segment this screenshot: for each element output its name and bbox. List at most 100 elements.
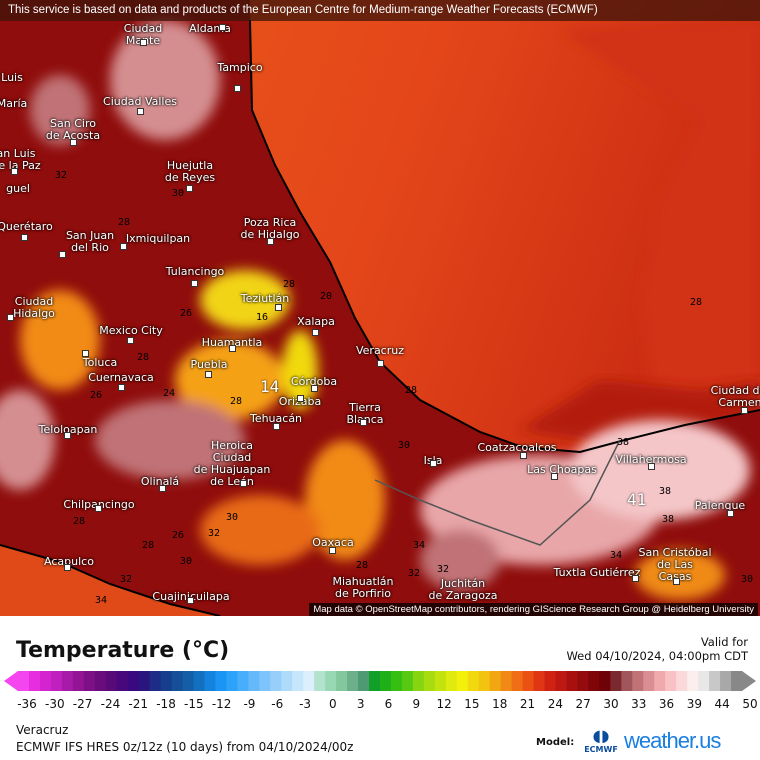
scale-swatch bbox=[698, 671, 710, 691]
scale-tick-label: -3 bbox=[299, 697, 312, 711]
city-marker-icon bbox=[205, 371, 212, 378]
city-marker-icon bbox=[186, 185, 193, 192]
scale-swatch bbox=[226, 671, 238, 691]
isoline-label: 16 bbox=[256, 312, 269, 323]
city-label: Chilpancingo bbox=[63, 499, 134, 511]
city-marker-icon bbox=[118, 384, 125, 391]
city-marker-icon bbox=[551, 473, 558, 480]
city-label: Tuxtla Gutiérrez bbox=[553, 566, 641, 579]
scale-tick-label: 33 bbox=[631, 697, 647, 711]
scale-swatch bbox=[204, 671, 216, 691]
weather-us-logo[interactable]: weather.us bbox=[624, 728, 721, 753]
city-marker-icon bbox=[430, 460, 437, 467]
scale-swatch bbox=[61, 671, 74, 691]
isoline-label: 38 bbox=[617, 437, 630, 448]
city-label: Juchitán de Zaragoza bbox=[428, 577, 498, 602]
scale-tick-label: -12 bbox=[211, 697, 232, 711]
scale-swatch bbox=[489, 671, 502, 691]
city-marker-icon bbox=[159, 485, 166, 492]
isoline-label: 28 bbox=[137, 352, 150, 363]
scale-swatch bbox=[94, 671, 107, 691]
city-marker-icon bbox=[187, 597, 194, 604]
model-run: ECMWF IFS HRES 0z/12z (10 days) from 04/… bbox=[16, 740, 354, 754]
city-marker-icon bbox=[64, 564, 71, 571]
isoline-label: 26 bbox=[172, 530, 185, 541]
scale-swatch bbox=[18, 671, 30, 691]
scale-swatch bbox=[358, 671, 370, 691]
city-label: Poza Rica de Hidalgo bbox=[240, 216, 300, 241]
city-marker-icon bbox=[273, 423, 280, 430]
scale-tick-label: 0 bbox=[329, 697, 337, 711]
isoline-label: 32 bbox=[437, 564, 450, 575]
scale-swatch bbox=[731, 671, 743, 691]
isoline-label: 30 bbox=[398, 440, 411, 451]
city-marker-icon bbox=[59, 251, 66, 258]
city-marker-icon bbox=[11, 168, 18, 175]
city-marker-icon bbox=[267, 238, 274, 245]
valid-label: Valid for bbox=[700, 635, 748, 649]
isoline-label: 28 bbox=[118, 217, 131, 228]
scale-swatch bbox=[39, 671, 52, 691]
city-label: Querétaro bbox=[0, 220, 53, 233]
scale-swatch bbox=[401, 671, 414, 691]
city-marker-icon bbox=[520, 452, 527, 459]
scale-swatch bbox=[237, 671, 249, 691]
city-marker-icon bbox=[312, 329, 319, 336]
scale-tick-label: 44 bbox=[714, 697, 730, 711]
isoline-label: 26 bbox=[180, 308, 193, 319]
scale-swatch bbox=[303, 671, 315, 691]
scale-tick-label: -9 bbox=[243, 697, 256, 711]
isoline-label: 30 bbox=[226, 512, 239, 523]
city-label: Ciudad del Carmen bbox=[710, 384, 760, 409]
scale-swatch bbox=[127, 671, 140, 691]
city-marker-icon bbox=[191, 280, 198, 287]
scale-arrow-right bbox=[742, 671, 756, 691]
scale-swatch bbox=[665, 671, 677, 691]
temperature-map[interactable]: This service is based on data and produc… bbox=[0, 0, 760, 616]
city-label: Córdoba bbox=[290, 375, 338, 388]
city-marker-icon bbox=[632, 575, 639, 582]
scale-tick-label: 18 bbox=[492, 697, 508, 711]
scale-tick-label: 24 bbox=[547, 697, 563, 711]
city-label: Acapulco bbox=[44, 555, 94, 568]
scale-tick-label: -18 bbox=[156, 697, 176, 711]
map-canvas bbox=[0, 0, 760, 616]
city-marker-icon bbox=[21, 234, 28, 241]
scale-swatch bbox=[336, 671, 348, 691]
scale-tick-label: 50 bbox=[742, 697, 758, 711]
isoline-label: 28 bbox=[405, 385, 418, 396]
isoline-label: 24 bbox=[163, 388, 176, 399]
scale-tick-label: -15 bbox=[184, 697, 204, 711]
scale-swatch bbox=[555, 671, 567, 691]
scale-swatch bbox=[390, 671, 403, 691]
scale-swatch bbox=[544, 671, 557, 691]
city-label: San Ciro de Acosta bbox=[45, 117, 101, 142]
scale-tick-label: 3 bbox=[356, 697, 365, 711]
scale-swatch bbox=[720, 671, 732, 691]
legend-title: Temperature (°C) bbox=[16, 638, 230, 663]
scale-swatch bbox=[500, 671, 513, 691]
scale-swatch bbox=[632, 671, 644, 691]
scale-swatch bbox=[138, 671, 151, 691]
ecmwf-logo-text: ECMWF bbox=[584, 745, 618, 754]
city-marker-icon bbox=[140, 39, 147, 46]
scale-swatch bbox=[292, 671, 304, 691]
scale-tick-label: 27 bbox=[575, 697, 591, 711]
city-label: Cuajinicuilapa bbox=[152, 591, 229, 603]
scale-swatch bbox=[412, 671, 425, 691]
city-label: Ciudad Hidalgo bbox=[13, 295, 55, 320]
city-label: Cuernavaca bbox=[88, 371, 154, 384]
city-marker-icon bbox=[229, 345, 236, 352]
isoline-label: 30 bbox=[172, 188, 185, 199]
scale-swatch bbox=[325, 671, 337, 691]
city-marker-icon bbox=[648, 463, 655, 470]
isoline-label: 41 bbox=[627, 490, 647, 509]
scale-swatch bbox=[149, 671, 162, 691]
scale-swatch bbox=[456, 671, 469, 691]
city-label: Huejutla de Reyes bbox=[164, 159, 216, 184]
scale-swatch bbox=[259, 671, 271, 691]
map-attribution[interactable]: Map data © OpenStreetMap contributors, r… bbox=[309, 603, 758, 616]
scale-tick-label: -36 bbox=[17, 697, 37, 711]
city-marker-icon bbox=[311, 385, 318, 392]
scale-swatch bbox=[270, 671, 282, 691]
